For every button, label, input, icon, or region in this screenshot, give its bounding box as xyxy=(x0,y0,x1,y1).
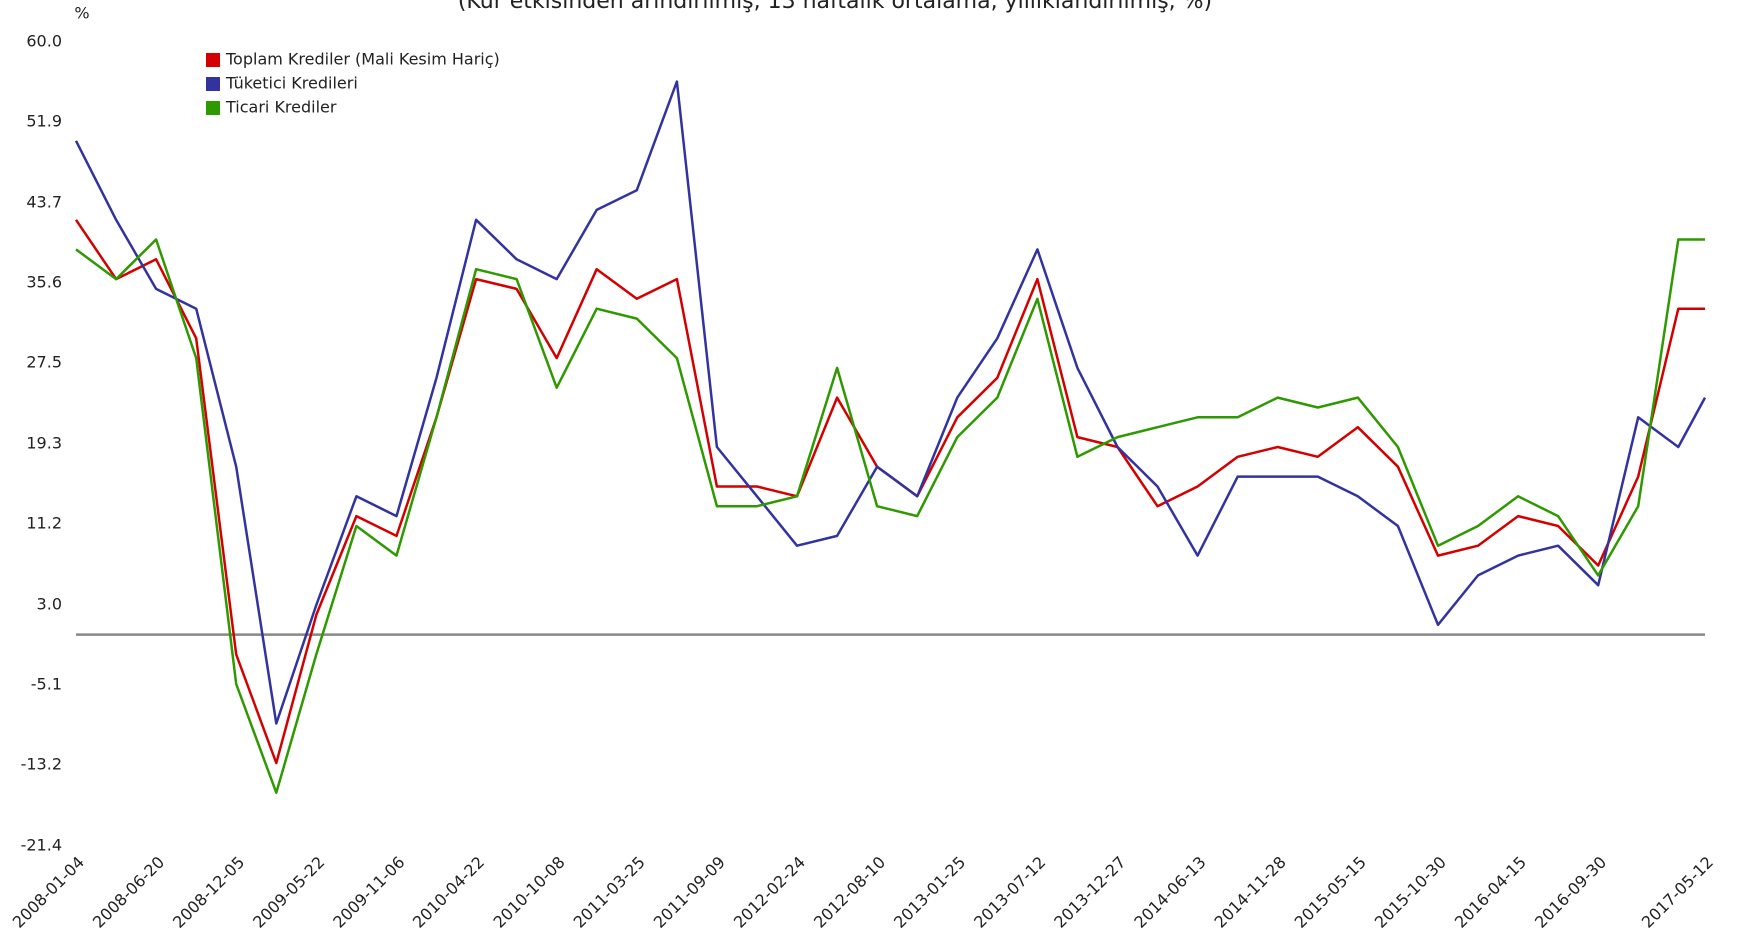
y-axis-label: % xyxy=(74,4,89,23)
y-tick-label: 11.2 xyxy=(26,514,62,533)
y-tick-label: 3.0 xyxy=(37,594,62,613)
series-line xyxy=(74,80,1707,725)
series-line xyxy=(74,219,1705,765)
legend-swatch xyxy=(206,101,220,115)
x-tick-label: 2016-09-30 xyxy=(1531,853,1610,932)
y-tick-label: 51.9 xyxy=(26,112,62,131)
x-tick-label: 2012-02-24 xyxy=(730,853,809,932)
y-tick-label: -21.4 xyxy=(21,836,62,855)
x-tick-label: 2013-12-27 xyxy=(1050,853,1129,932)
y-tick-label: 27.5 xyxy=(26,353,62,372)
x-tick-label: 2008-01-04 xyxy=(9,853,88,932)
x-tick-label: 2012-08-10 xyxy=(810,853,889,932)
x-tick-label: 2016-04-15 xyxy=(1451,853,1530,932)
x-tick-label: 2009-05-22 xyxy=(249,853,328,932)
chart-subtitle: (Kur etkisinden arındırılmış, 13 haftalı… xyxy=(458,0,1212,14)
legend-swatch xyxy=(206,77,220,91)
x-tick-label: 2011-09-09 xyxy=(650,853,729,932)
x-tick-label: 2017-05-12 xyxy=(1638,853,1717,932)
y-tick-label: 35.6 xyxy=(26,273,62,292)
x-tick-label: 2015-05-15 xyxy=(1291,853,1370,932)
x-tick-label: 2009-11-06 xyxy=(329,853,408,932)
x-tick-label: 2013-07-12 xyxy=(970,853,1049,932)
x-tick-label: 2014-11-28 xyxy=(1211,853,1290,932)
legend-label: Toplam Krediler (Mali Kesim Hariç) xyxy=(225,50,500,69)
y-tick-label: 19.3 xyxy=(26,434,62,453)
x-tick-label: 2014-06-13 xyxy=(1130,853,1209,932)
series-line xyxy=(75,238,1705,794)
x-tick-label: 2008-06-20 xyxy=(89,853,168,932)
x-tick-label: 2013-01-25 xyxy=(890,853,969,932)
x-tick-label: 2011-03-25 xyxy=(570,853,649,932)
x-tick-label: 2010-04-22 xyxy=(409,853,488,932)
y-tick-label: 43.7 xyxy=(26,192,62,211)
y-tick-label: -5.1 xyxy=(31,675,62,694)
legend-label: Tüketici Kredileri xyxy=(225,74,358,93)
legend-swatch xyxy=(206,53,220,67)
y-tick-label: 60.0 xyxy=(26,32,62,51)
y-tick-label: -13.2 xyxy=(21,755,62,774)
x-tick-label: 2010-10-08 xyxy=(490,853,569,932)
x-tick-label: 2015-10-30 xyxy=(1371,853,1450,932)
legend-label: Ticari Krediler xyxy=(225,98,337,117)
x-tick-label: 2008-12-05 xyxy=(169,853,248,932)
